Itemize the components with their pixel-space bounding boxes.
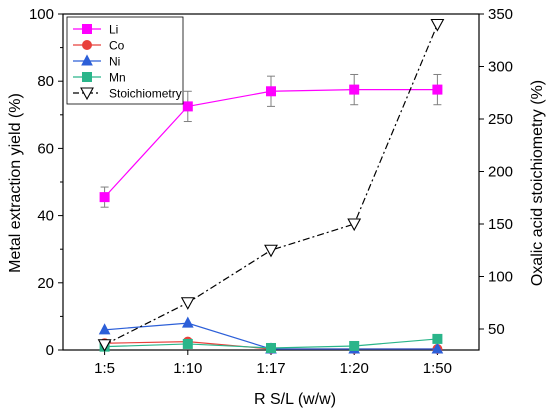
x-tick-label: 1:20 — [340, 360, 369, 377]
data-point — [349, 340, 360, 351]
x-tick-label: 1:5 — [94, 360, 115, 377]
data-point — [98, 323, 111, 335]
right-y-tick-label: 250 — [488, 111, 513, 128]
data-point — [264, 244, 278, 258]
legend-marker — [82, 24, 92, 34]
legend-marker — [82, 40, 92, 50]
x-tick-label: 1:50 — [423, 360, 452, 377]
right-y-tick-label: 350 — [488, 6, 513, 23]
series-layer — [97, 18, 445, 354]
x-axis-title: R S/L (w/w) — [254, 391, 336, 408]
data-point — [430, 18, 445, 32]
left-y-tick-label: 20 — [37, 275, 54, 292]
legend-label: Li — [109, 23, 118, 37]
data-point — [432, 84, 443, 95]
right-y-axis: 50 100 150 200 250 300 350 — [479, 6, 513, 338]
data-point — [182, 338, 193, 349]
data-point — [432, 333, 443, 344]
right-y-tick-label: 100 — [488, 269, 513, 286]
x-axis: 1:5 1:10 1:17 1:20 1:50 — [94, 350, 452, 377]
left-y-tick-label: 60 — [37, 140, 54, 157]
left-y-tick-label: 100 — [29, 6, 54, 23]
data-point — [266, 342, 276, 353]
series-li — [99, 73, 443, 208]
legend-marker — [82, 72, 92, 82]
legend-label: Co — [109, 39, 125, 53]
x-tick-label: 1:10 — [173, 360, 202, 377]
right-y-axis-title: Oxalic acid stoichiometry (%) — [529, 80, 546, 286]
left-y-tick-label: 80 — [37, 73, 54, 90]
legend-label: Mn — [109, 71, 126, 85]
data-point — [266, 86, 276, 97]
data-point — [180, 297, 195, 310]
left-y-axis: 0 20 40 60 80 100 — [29, 6, 63, 359]
series-stoichiometry — [97, 18, 445, 352]
legend-marker — [80, 87, 94, 101]
left-y-tick-label: 40 — [37, 208, 54, 225]
data-point — [347, 218, 362, 232]
data-point — [99, 192, 110, 203]
data-point — [97, 339, 112, 352]
right-y-tick-label: 150 — [488, 216, 513, 233]
right-y-tick-label: 200 — [488, 164, 513, 181]
data-point — [182, 101, 193, 112]
legend-label: Ni — [109, 55, 120, 69]
data-point — [431, 342, 444, 354]
data-point — [349, 84, 360, 95]
legend-label: Stoichiometry — [109, 87, 182, 101]
right-y-tick-label: 50 — [488, 321, 505, 338]
right-y-tick-label: 300 — [488, 59, 513, 76]
left-y-tick-label: 0 — [46, 342, 54, 359]
left-y-axis-title: Metal extraction yield (%) — [7, 93, 24, 273]
legend-marker — [81, 54, 93, 66]
data-point — [181, 316, 194, 328]
legend: Li Co Ni Mn Stoichiometry — [66, 16, 184, 105]
x-tick-label: 1:17 — [256, 360, 285, 377]
